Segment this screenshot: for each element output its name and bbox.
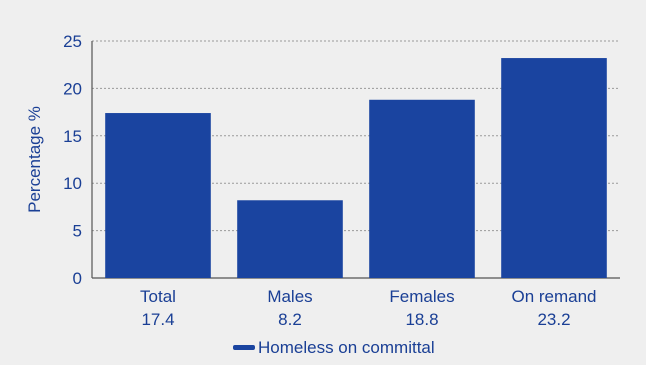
y-tick-label: 15 [63,127,82,146]
legend-label: Homeless on committal [258,338,435,357]
y-tick-label: 0 [73,269,82,288]
x-tick-label: On remand [511,287,596,306]
x-tick-label: Females [389,287,454,306]
bar-females [369,99,475,278]
y-axis-ticks: 0 5 10 15 20 25 [63,32,82,288]
value-label: 17.4 [141,310,174,329]
x-axis-labels: Total 17.4 Males 8.2 Females 18.8 On remand 23.… [140,287,596,329]
y-tick-label: 25 [63,32,82,51]
legend: Homeless on committal [233,338,435,357]
legend-swatch [233,345,255,350]
bar-on-remand [501,58,607,279]
x-tick-label: Males [267,287,312,306]
y-axis-label: Percentage % [25,106,44,213]
y-tick-label: 5 [73,222,82,241]
value-label: 23.2 [537,310,570,329]
value-label: 8.2 [278,310,302,329]
bars [105,58,607,279]
value-label: 18.8 [405,310,438,329]
bar-males [237,200,343,278]
x-tick-label: Total [140,287,176,306]
y-tick-label: 20 [63,79,82,98]
y-tick-label: 10 [63,174,82,193]
bar-total [105,113,211,278]
